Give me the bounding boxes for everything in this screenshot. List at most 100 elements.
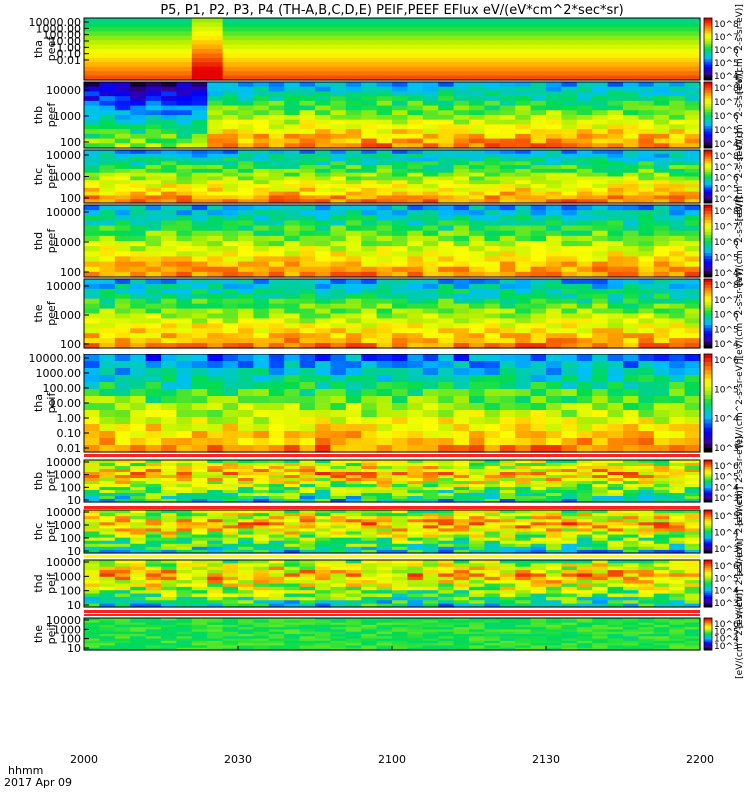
spectrogram-cell <box>638 115 655 121</box>
spectrogram-cell <box>345 375 362 383</box>
spectrogram-cell <box>546 195 562 200</box>
y-tick-label: 1000 <box>53 519 81 532</box>
spectrogram-cell <box>130 110 147 116</box>
spectrogram-cell <box>469 215 485 222</box>
spectrogram-cell <box>407 40 424 46</box>
spectrogram-cell <box>407 129 424 135</box>
spectrogram-cell <box>407 283 424 290</box>
spectrogram-cell <box>361 323 378 329</box>
spectrogram-cell <box>284 266 301 273</box>
spectrogram-cell <box>407 510 424 514</box>
spectrogram-cell <box>114 184 131 189</box>
spectrogram-cell <box>392 256 408 263</box>
spectrogram-cell <box>161 563 177 568</box>
spectrogram-cell <box>299 26 316 32</box>
colorbar-segment <box>704 545 712 549</box>
spectrogram-cell <box>638 570 655 575</box>
spectrogram-cell <box>653 133 670 140</box>
spectrogram-cell <box>469 531 485 536</box>
spectrogram-cell <box>546 566 562 571</box>
spectrogram-cell <box>268 251 285 258</box>
spectrogram-cell <box>176 62 193 68</box>
spectrogram-cell <box>515 410 532 418</box>
spectrogram-cell <box>207 563 224 568</box>
spectrogram-cell <box>253 513 270 517</box>
spectrogram-cell <box>84 519 100 523</box>
colorbar-segment <box>704 123 712 127</box>
colorbar-segment <box>704 333 712 338</box>
spectrogram-cell <box>191 573 208 578</box>
spectrogram-cell <box>638 528 655 533</box>
spectrogram-cell <box>253 499 270 503</box>
spectrogram-cell <box>238 389 254 397</box>
spectrogram-cell <box>592 328 609 334</box>
spectrogram-cell <box>484 62 501 68</box>
spectrogram-cell <box>222 361 239 369</box>
spectrogram-cell <box>684 251 701 258</box>
spectrogram-cell <box>222 168 239 174</box>
spectrogram-cell <box>253 445 270 453</box>
spectrogram-cell <box>638 293 655 300</box>
spectrogram-cell <box>484 469 501 473</box>
spectrogram-cell <box>653 466 670 470</box>
spectrogram-cell <box>161 71 177 77</box>
spectrogram-cell <box>207 75 224 81</box>
spectrogram-cell <box>330 484 347 488</box>
spectrogram-cell <box>576 153 593 159</box>
spectrogram-cell <box>453 235 470 242</box>
spectrogram-cell <box>99 368 116 376</box>
spectrogram-cell <box>653 184 670 189</box>
spectrogram-cell <box>315 18 331 24</box>
spectrogram-cell <box>438 424 455 432</box>
spectrogram-cell <box>330 499 347 503</box>
spectrogram-cell <box>669 328 686 334</box>
spectrogram-cell <box>191 354 208 362</box>
spectrogram-cell <box>114 261 131 268</box>
spectrogram-cell <box>422 546 439 551</box>
spectrogram-cell <box>561 205 578 211</box>
spectrogram-cell <box>407 288 424 295</box>
spectrogram-cell <box>530 323 547 329</box>
spectrogram-cell <box>576 493 593 497</box>
spectrogram-cell <box>407 31 424 37</box>
spectrogram-cell <box>469 481 485 485</box>
spectrogram-cell <box>684 184 701 189</box>
colorbar-segment <box>704 415 712 420</box>
spectrogram-cell <box>546 540 562 545</box>
spectrogram-cell <box>499 318 516 324</box>
spectrogram-cell <box>330 153 347 159</box>
spectrogram-cell <box>561 466 578 470</box>
spectrogram-cell <box>453 71 470 77</box>
spectrogram-cell <box>469 288 485 295</box>
spectrogram-cell <box>145 513 162 517</box>
spectrogram-cell <box>238 510 254 514</box>
spectrogram-cell <box>84 438 100 446</box>
spectrogram-cell <box>84 389 100 397</box>
spectrogram-cell <box>407 519 424 523</box>
colorbar-segment <box>704 518 712 522</box>
spectrogram-cell <box>653 283 670 290</box>
spectrogram-cell <box>130 318 147 324</box>
spectrogram-cell <box>130 540 147 545</box>
spectrogram-cell <box>161 199 177 204</box>
spectrogram-cell <box>453 251 470 258</box>
spectrogram-cell <box>530 389 547 397</box>
spectrogram-cell <box>191 220 208 227</box>
colorbar-segment <box>704 87 712 91</box>
spectrogram-cell <box>607 256 624 263</box>
spectrogram-cell <box>238 513 254 517</box>
spectrogram-cell <box>253 460 270 464</box>
spectrogram-cell <box>392 481 408 485</box>
spectrogram-cell <box>222 431 239 439</box>
spectrogram-cell <box>238 323 254 329</box>
spectrogram-cell <box>330 308 347 315</box>
spectrogram-cell <box>638 220 655 227</box>
spectrogram-cell <box>530 215 547 222</box>
spectrogram-cell <box>576 510 593 514</box>
spectrogram-cell <box>684 26 701 32</box>
spectrogram-cell <box>392 161 408 166</box>
spectrogram-cell <box>515 235 532 242</box>
spectrogram-cell <box>145 115 162 121</box>
spectrogram-cell <box>222 266 239 273</box>
spectrogram-cell <box>191 210 208 216</box>
